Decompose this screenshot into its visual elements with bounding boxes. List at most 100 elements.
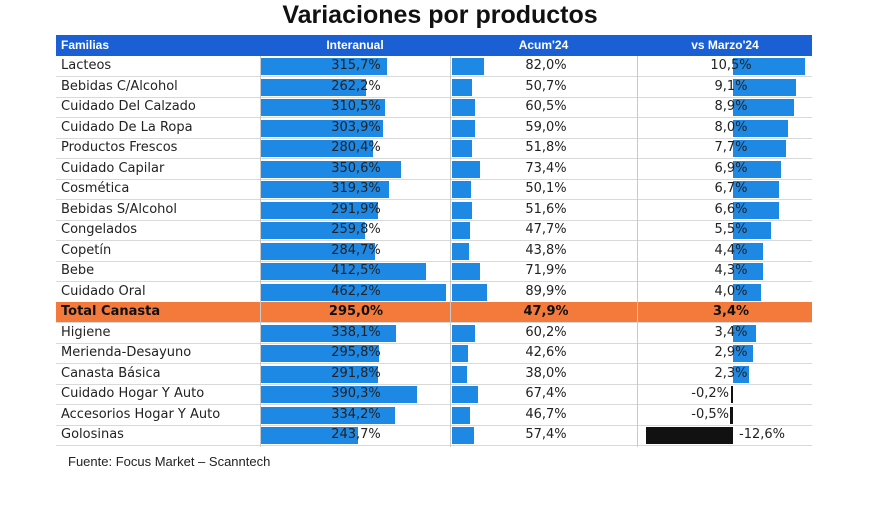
table-row: Bebe 412,5% 71,9% 4,3% bbox=[56, 261, 812, 281]
row-label: Bebidas C/Alcohol bbox=[61, 78, 178, 94]
vs-marzo24-bar bbox=[733, 263, 763, 280]
row-label: Golosinas bbox=[61, 427, 124, 442]
table-row: Cuidado Capilar 350,6% 73,4% 6,9% bbox=[56, 159, 812, 179]
interanual-value: 315,7% bbox=[331, 58, 381, 73]
interanual-bar bbox=[261, 386, 418, 403]
interanual-bar bbox=[261, 263, 426, 280]
acum24-value: 82,0% bbox=[525, 58, 567, 73]
vs-marzo24-bar bbox=[733, 140, 787, 157]
row-divider bbox=[56, 199, 812, 200]
row-divider bbox=[56, 96, 812, 98]
interanual-bar bbox=[261, 140, 374, 157]
interanual-value: 262,2% bbox=[331, 78, 381, 94]
table-header: Familias Interanual Acum'24 vs Marzo'24 bbox=[56, 35, 812, 56]
acum24-value: 47,7% bbox=[525, 222, 567, 237]
table-row: Bebidas C/Alcohol 262,2% 50,7% 9,1% bbox=[56, 77, 812, 97]
acum24-bar bbox=[452, 345, 469, 362]
interanual-value: 295,8% bbox=[331, 345, 381, 360]
row-label: Productos Frescos bbox=[61, 140, 178, 155]
table-row: Cuidado Oral 462,2% 89,9% 4,0% bbox=[56, 282, 812, 302]
acum24-value: 51,6% bbox=[525, 201, 567, 217]
vs-marzo24-value: 4,0% bbox=[714, 283, 748, 299]
vs-marzo24-value: 6,9% bbox=[714, 160, 748, 176]
total-row: Total Canasta 295,0% 47,9% 3,4% bbox=[56, 302, 812, 322]
row-divider bbox=[56, 260, 812, 262]
row-divider bbox=[56, 342, 812, 344]
interanual-bar bbox=[261, 58, 388, 75]
interanual-bar bbox=[261, 201, 378, 219]
vs-marzo24-bar bbox=[733, 99, 795, 116]
table-row: Accesorios Hogar Y Auto 334,2% 46,7% -0,5% bbox=[56, 405, 812, 425]
acum24-value: 73,4% bbox=[525, 160, 567, 176]
interanual-value: 259,8% bbox=[331, 222, 381, 237]
interanual-value: 291,8% bbox=[331, 365, 381, 381]
header-vs-marzo24: vs Marzo'24 bbox=[691, 38, 759, 52]
row-label: Lacteos bbox=[61, 58, 112, 73]
acum24-bar bbox=[452, 283, 487, 301]
acum24-bar bbox=[452, 386, 478, 403]
interanual-bar bbox=[261, 181, 389, 198]
interanual-bar bbox=[261, 242, 375, 260]
row-label: Congelados bbox=[61, 222, 138, 237]
column-divider bbox=[637, 56, 638, 447]
row-label: Higiene bbox=[61, 324, 111, 340]
source-note: Fuente: Focus Market – Scanntech bbox=[68, 454, 271, 469]
acum24-bar bbox=[452, 406, 470, 424]
interanual-value: 338,1% bbox=[331, 324, 381, 340]
acum24-bar bbox=[452, 181, 472, 198]
vs-marzo24-value: 9,1% bbox=[714, 78, 748, 94]
table-row: Cosmética 319,3% 50,1% 6,7% bbox=[56, 179, 812, 199]
vs-marzo24-value: 3,4% bbox=[714, 324, 748, 340]
interanual-bar bbox=[261, 78, 366, 96]
interanual-value: 310,5% bbox=[331, 99, 381, 114]
vs-marzo24-bar bbox=[733, 345, 753, 362]
row-label: Cuidado Del Calzado bbox=[61, 99, 196, 114]
acum24-value: 60,5% bbox=[525, 99, 567, 114]
row-label: Cuidado Oral bbox=[61, 283, 146, 299]
vs-marzo24-value: -12,6% bbox=[739, 427, 785, 442]
header-interanual: Interanual bbox=[326, 38, 384, 52]
interanual-bar bbox=[261, 160, 402, 178]
vs-marzo24-value: 7,7% bbox=[714, 140, 748, 155]
row-divider bbox=[56, 281, 812, 282]
acum24-value: 67,4% bbox=[525, 386, 567, 401]
interanual-value: 295,0% bbox=[328, 304, 384, 319]
acum24-value: 47,9% bbox=[523, 304, 569, 319]
vs-marzo24-bar bbox=[731, 386, 733, 403]
column-divider bbox=[260, 56, 261, 447]
chart-title: Variaciones por productos bbox=[282, 1, 598, 29]
acum24-value: 71,9% bbox=[525, 263, 567, 278]
vs-marzo24-bar bbox=[729, 406, 733, 424]
acum24-bar bbox=[452, 242, 469, 260]
interanual-value: 462,2% bbox=[331, 283, 381, 299]
acum24-bar bbox=[452, 119, 475, 137]
vs-marzo24-bar bbox=[733, 58, 806, 75]
acum24-bar bbox=[452, 201, 472, 219]
vs-marzo24-value: 8,9% bbox=[714, 99, 748, 114]
interanual-value: 334,2% bbox=[331, 406, 381, 422]
row-divider bbox=[56, 404, 812, 405]
acum24-bar bbox=[452, 222, 471, 239]
row-label: Total Canasta bbox=[61, 304, 161, 319]
row-divider bbox=[56, 76, 812, 77]
vs-marzo24-value: 6,6% bbox=[714, 201, 748, 217]
interanual-value: 412,5% bbox=[331, 263, 381, 278]
table-row: Copetín 284,7% 43,8% 4,4% bbox=[56, 241, 812, 261]
vs-marzo24-value: 5,5% bbox=[714, 222, 748, 237]
row-divider bbox=[56, 363, 812, 364]
interanual-bar bbox=[261, 345, 380, 362]
table-row: Cuidado De La Ropa 303,9% 59,0% 8,0% bbox=[56, 118, 812, 138]
table-row: Merienda-Desayuno 295,8% 42,6% 2,9% bbox=[56, 343, 812, 363]
column-divider bbox=[450, 56, 451, 447]
variations-table: Familias Interanual Acum'24 vs Marzo'24 … bbox=[56, 35, 812, 447]
acum24-value: 50,1% bbox=[525, 181, 567, 196]
header-acum24: Acum'24 bbox=[518, 38, 569, 52]
row-label: Accesorios Hogar Y Auto bbox=[61, 406, 221, 422]
interanual-value: 291,9% bbox=[331, 201, 381, 217]
vs-marzo24-bar bbox=[733, 283, 761, 301]
acum24-value: 60,2% bbox=[525, 324, 567, 340]
vs-marzo24-bar bbox=[733, 160, 781, 178]
vs-marzo24-bar bbox=[733, 181, 780, 198]
row-divider bbox=[56, 383, 812, 385]
vs-marzo24-bar bbox=[733, 242, 764, 260]
